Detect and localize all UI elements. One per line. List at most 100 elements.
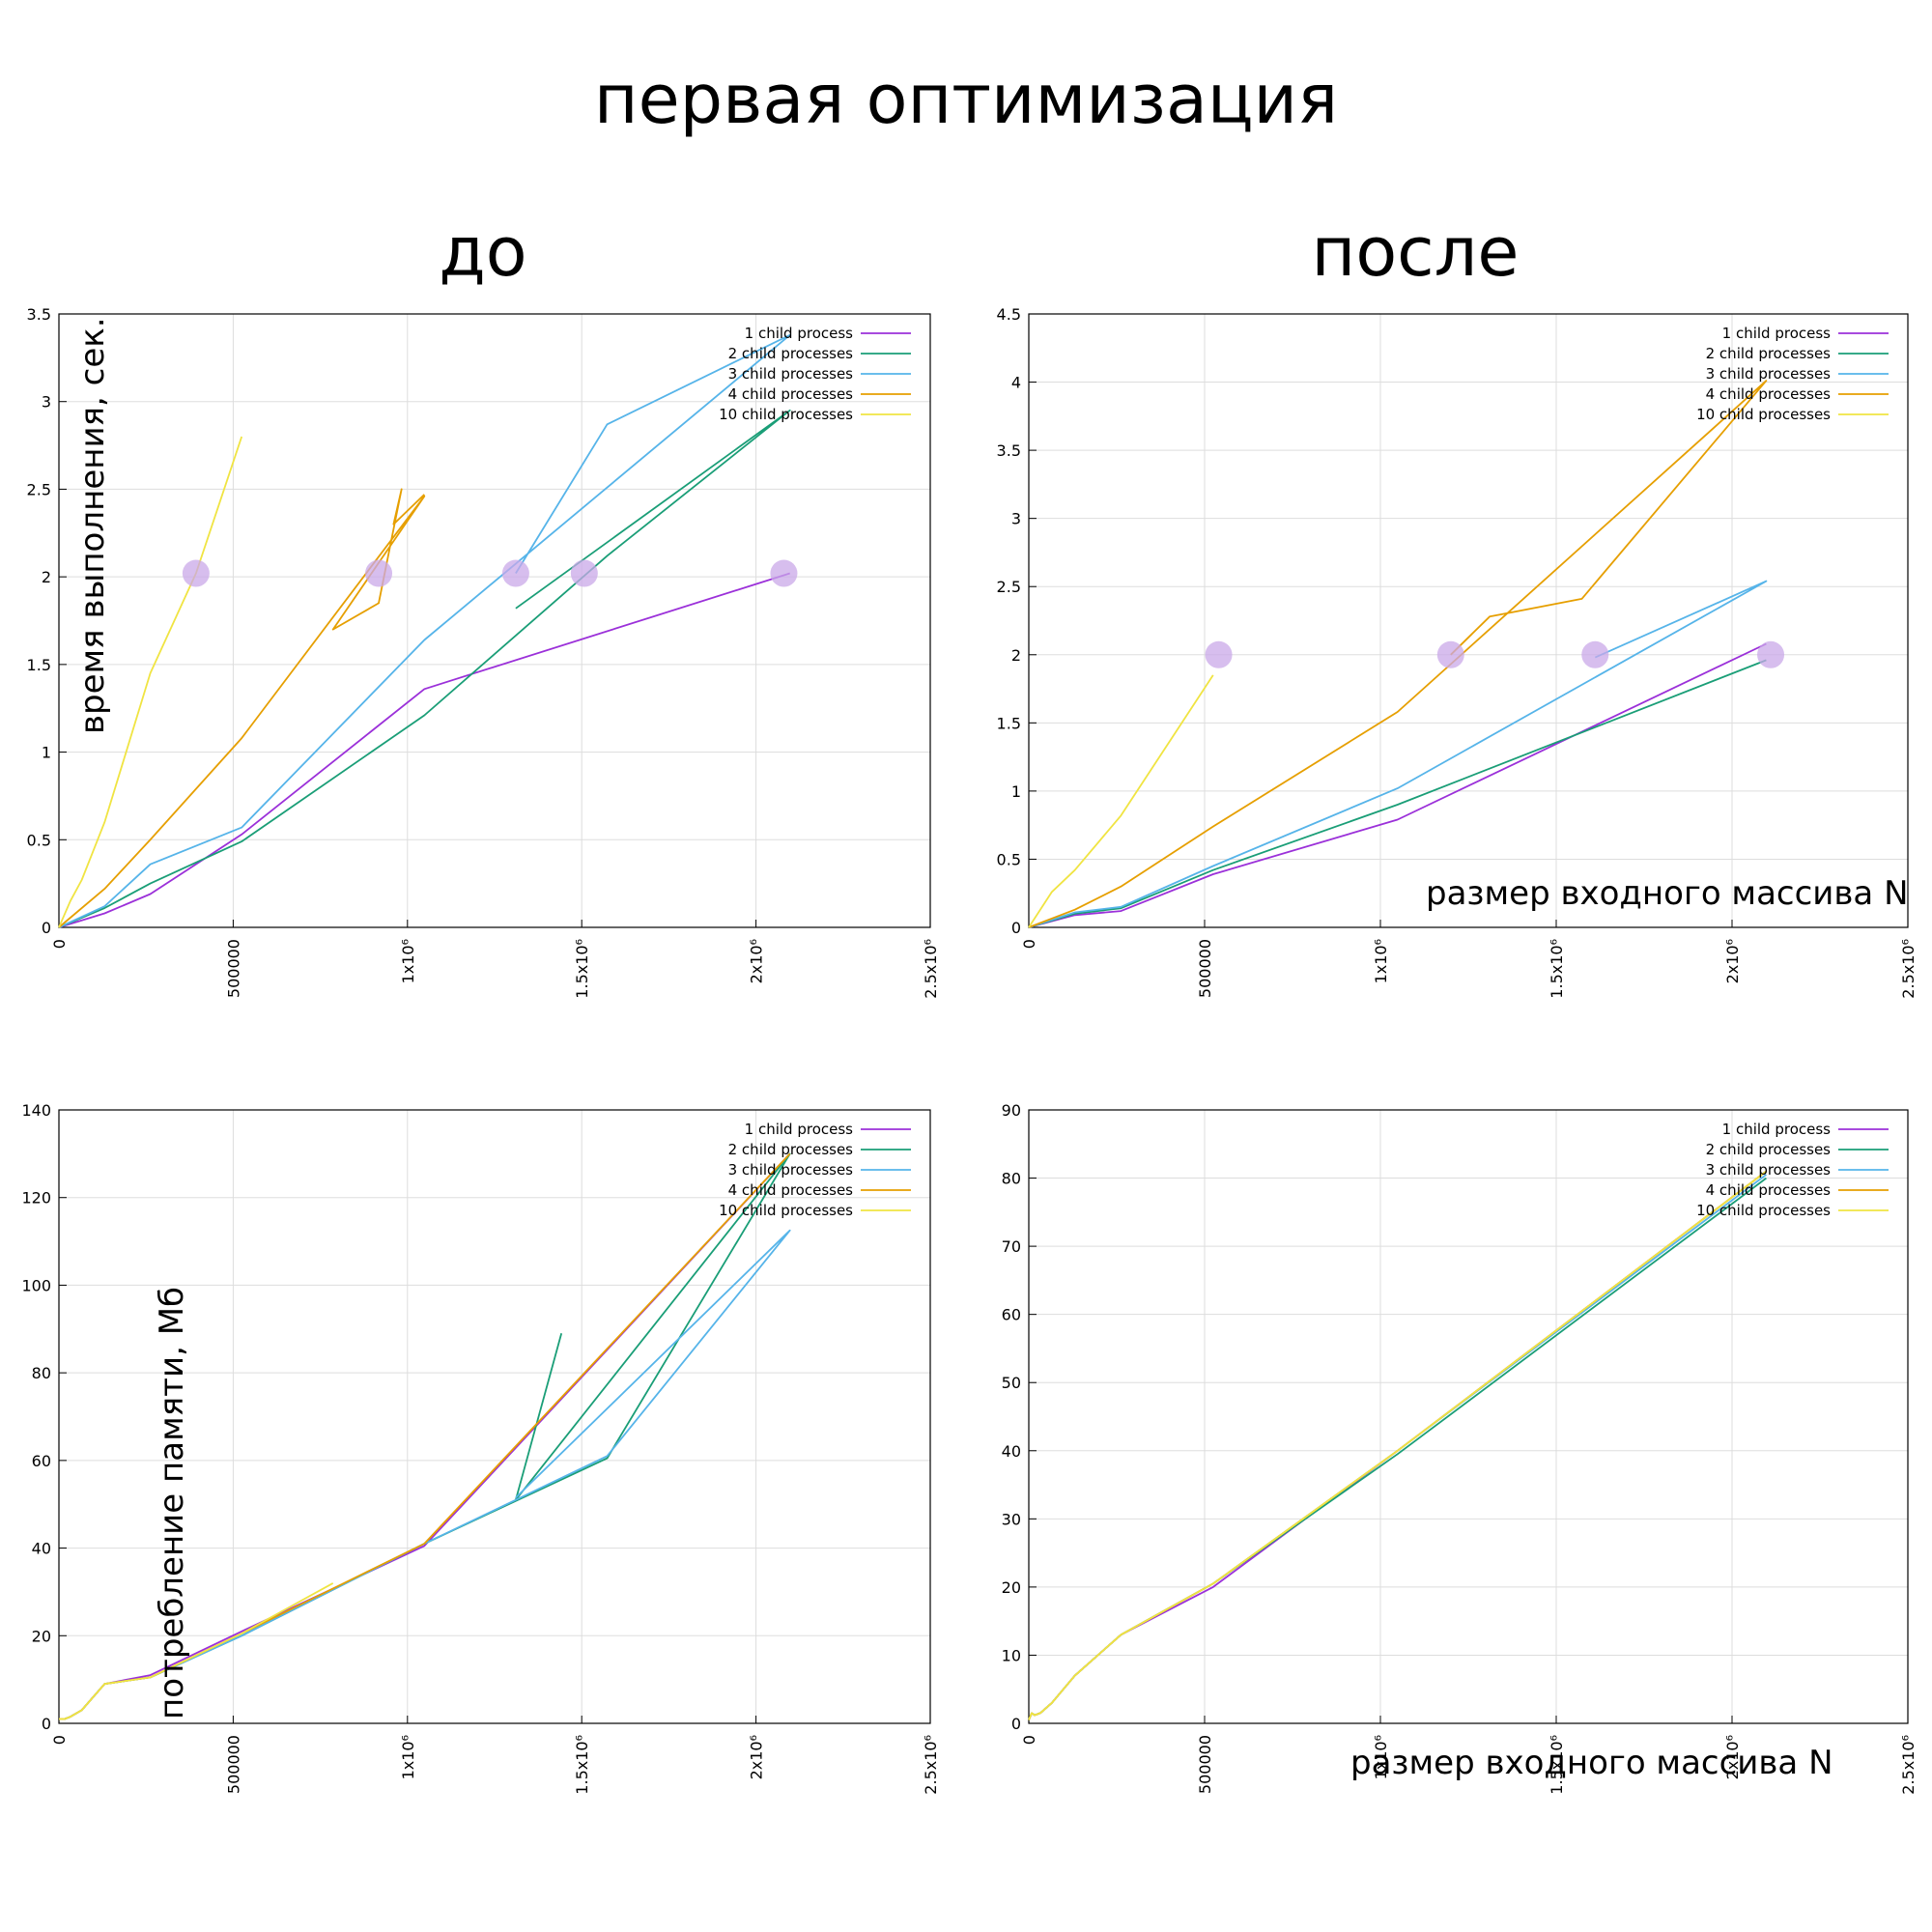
highlight-marker [770, 559, 798, 587]
highlight-marker [501, 559, 529, 587]
series-line [59, 1582, 334, 1720]
legend-label: 1 child process [745, 325, 854, 342]
y-tick-label: 80 [1002, 1170, 1021, 1188]
y-tick-label: 0 [1011, 1715, 1021, 1733]
page-title: первая оптимизация [593, 60, 1339, 139]
y-tick-label: 60 [1002, 1306, 1021, 1324]
legend-label: 1 child process [1722, 1121, 1832, 1138]
x-axis-label: размер входного массива N [1350, 1744, 1833, 1782]
y-axis-label: время выполнения, сек. [73, 317, 112, 734]
series-line [1028, 674, 1214, 928]
y-tick-label: 0 [42, 1715, 51, 1733]
x-tick-label: 1.5x10⁶ [573, 939, 591, 999]
y-tick-label: 140 [21, 1101, 51, 1120]
legend-label: 4 child processes [1706, 385, 1832, 403]
y-tick-label: 3 [1011, 510, 1021, 528]
legend-label: 2 child processes [1706, 345, 1832, 362]
x-tick-label: 1x10⁶ [399, 939, 417, 983]
y-tick-label: 2 [1011, 646, 1021, 665]
y-axis-label: потребление памяти, Мб [153, 1287, 191, 1719]
y-tick-label: 30 [1002, 1510, 1021, 1528]
y-tick-label: 20 [1002, 1578, 1021, 1597]
legend-label: 2 child processes [728, 1141, 854, 1158]
x-tick-label: 500000 [224, 939, 242, 998]
x-tick-label: 0 [1020, 1735, 1038, 1745]
plot-frame [58, 313, 931, 928]
legend-label: 4 child processes [728, 1181, 854, 1199]
y-tick-label: 4.5 [997, 305, 1021, 324]
legend-label: 10 child processes [719, 406, 853, 423]
x-tick-label: 2x10⁶ [1723, 1735, 1742, 1779]
y-tick-label: 2 [42, 568, 51, 586]
x-tick-label: 2.5x10⁶ [922, 939, 940, 999]
series-line [1028, 1174, 1767, 1720]
highlight-marker [365, 559, 393, 587]
x-tick-label: 1.5x10⁶ [1548, 939, 1566, 999]
series-line [58, 333, 791, 928]
legend-label: 3 child processes [1706, 1161, 1832, 1179]
highlight-marker [182, 559, 210, 587]
x-tick-label: 1x10⁶ [399, 1735, 417, 1779]
x-tick-label: 2.5x10⁶ [922, 1735, 940, 1795]
chart-time_before: 0 0.5 1 1.5 2 2.5 3 3.5 0 500000 1x10⁶ 1.5x10⁶ 2x10⁶… [27, 305, 940, 999]
y-tick-label: 40 [1002, 1442, 1021, 1461]
legend-label: 2 child processes [728, 345, 854, 362]
y-tick-label: 1 [42, 744, 51, 762]
legend-label: 10 child processes [1696, 1202, 1831, 1219]
y-tick-label: 1.5 [27, 656, 51, 674]
legend-label: 1 child process [1722, 325, 1832, 342]
y-tick-label: 80 [32, 1364, 51, 1382]
y-tick-label: 1 [1011, 782, 1021, 801]
y-tick-label: 0 [42, 919, 51, 937]
series-line [58, 488, 426, 928]
plot-frame [1028, 313, 1909, 928]
y-tick-label: 3 [42, 393, 51, 412]
y-tick-label: 90 [1002, 1101, 1021, 1120]
series-line [1028, 642, 1767, 928]
column-title-before: до [439, 213, 527, 292]
y-tick-label: 1.5 [997, 714, 1021, 732]
highlight-marker [1436, 640, 1464, 668]
legend-label: 3 child processes [1706, 365, 1832, 383]
y-tick-label: 0.5 [27, 831, 51, 849]
x-tick-label: 1.5x10⁶ [1548, 1735, 1566, 1795]
x-tick-label: 1x10⁶ [1372, 939, 1390, 983]
chart-mem_after: 0 10 20 30 40 50 60 70 80 90 0 500000 1x10⁶ 1.5x10⁶ 2x… [1002, 1101, 1918, 1795]
series-line [1028, 1170, 1767, 1720]
highlight-marker [1205, 640, 1233, 668]
legend-label: 2 child processes [1706, 1141, 1832, 1158]
x-tick-label: 500000 [224, 1735, 242, 1794]
chart-mem_before: 0 20 40 60 80 100 120 140 0 500000 1x10⁶ 1.5x10⁶ 2x1… [21, 1101, 940, 1795]
highlight-marker [1757, 640, 1785, 668]
y-tick-label: 3.5 [997, 441, 1021, 460]
plot-frame [1028, 1109, 1909, 1724]
legend-label: 3 child processes [728, 1161, 854, 1179]
series-line [1028, 659, 1767, 928]
x-tick-label: 500000 [1196, 939, 1214, 998]
series-line [58, 409, 791, 928]
y-tick-label: 40 [32, 1540, 51, 1558]
x-axis-label: размер входного массива N [1426, 874, 1909, 913]
chart-time_after: 0 0.5 1 1.5 2 2.5 3 3.5 4 4.5 0 500000 1x10⁶ 1.5x10⁶ 2… [997, 305, 1918, 999]
legend-label: 10 child processes [1696, 406, 1831, 423]
x-tick-label: 2x10⁶ [748, 939, 766, 983]
y-tick-label: 0 [1011, 919, 1021, 937]
x-tick-label: 2x10⁶ [1723, 939, 1742, 983]
x-tick-label: 0 [50, 1735, 69, 1745]
column-title-after: после [1311, 213, 1520, 292]
y-tick-label: 0.5 [997, 850, 1021, 868]
x-tick-label: 2x10⁶ [748, 1735, 766, 1779]
x-tick-label: 0 [50, 939, 69, 949]
x-tick-label: 0 [1020, 939, 1038, 949]
y-tick-label: 2.5 [27, 480, 51, 498]
y-tick-label: 60 [32, 1452, 51, 1470]
legend-label: 10 child processes [719, 1202, 853, 1219]
x-tick-label: 2.5x10⁶ [1899, 939, 1918, 999]
x-tick-label: 2.5x10⁶ [1899, 1735, 1918, 1795]
y-tick-label: 3.5 [27, 305, 51, 324]
series-line [1028, 1170, 1767, 1720]
series-line [1028, 1177, 1767, 1720]
legend-label: 4 child processes [728, 385, 854, 403]
highlight-marker [570, 559, 598, 587]
